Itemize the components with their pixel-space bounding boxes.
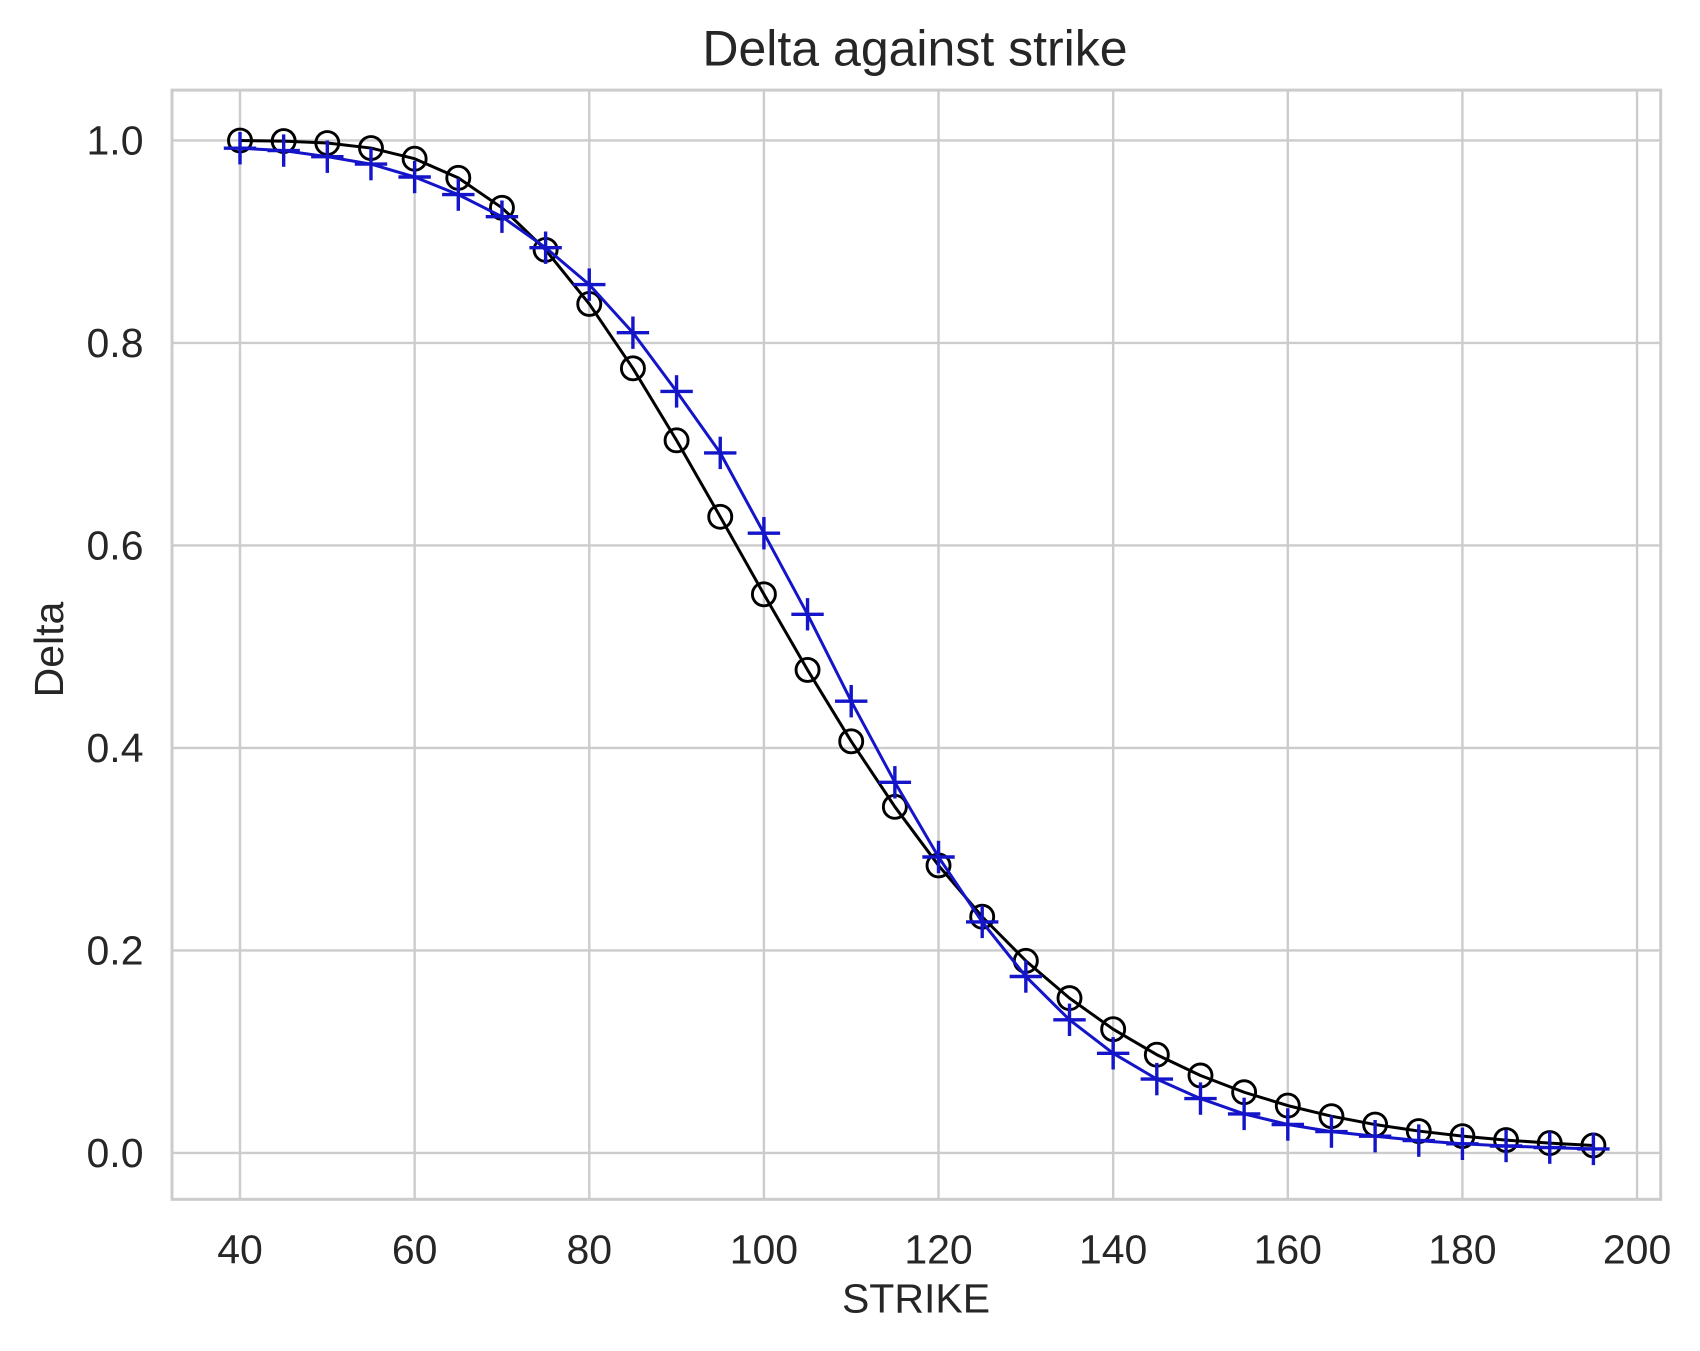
- svg-text:STRIKE: STRIKE: [842, 1276, 990, 1322]
- svg-text:0.4: 0.4: [87, 725, 144, 771]
- svg-text:160: 160: [1254, 1226, 1322, 1272]
- svg-text:0.0: 0.0: [87, 1130, 144, 1176]
- svg-text:140: 140: [1079, 1226, 1147, 1272]
- svg-text:60: 60: [392, 1226, 438, 1272]
- svg-text:180: 180: [1428, 1226, 1496, 1272]
- svg-text:1.0: 1.0: [87, 118, 144, 164]
- svg-text:Delta against strike: Delta against strike: [702, 21, 1127, 77]
- svg-text:200: 200: [1603, 1226, 1671, 1272]
- svg-text:40: 40: [217, 1226, 263, 1272]
- svg-text:0.6: 0.6: [87, 523, 144, 569]
- svg-text:80: 80: [566, 1226, 612, 1272]
- svg-text:Delta: Delta: [26, 601, 72, 697]
- svg-text:0.8: 0.8: [87, 320, 144, 366]
- svg-text:0.2: 0.2: [87, 928, 144, 974]
- svg-text:120: 120: [904, 1226, 972, 1272]
- svg-text:100: 100: [730, 1226, 798, 1272]
